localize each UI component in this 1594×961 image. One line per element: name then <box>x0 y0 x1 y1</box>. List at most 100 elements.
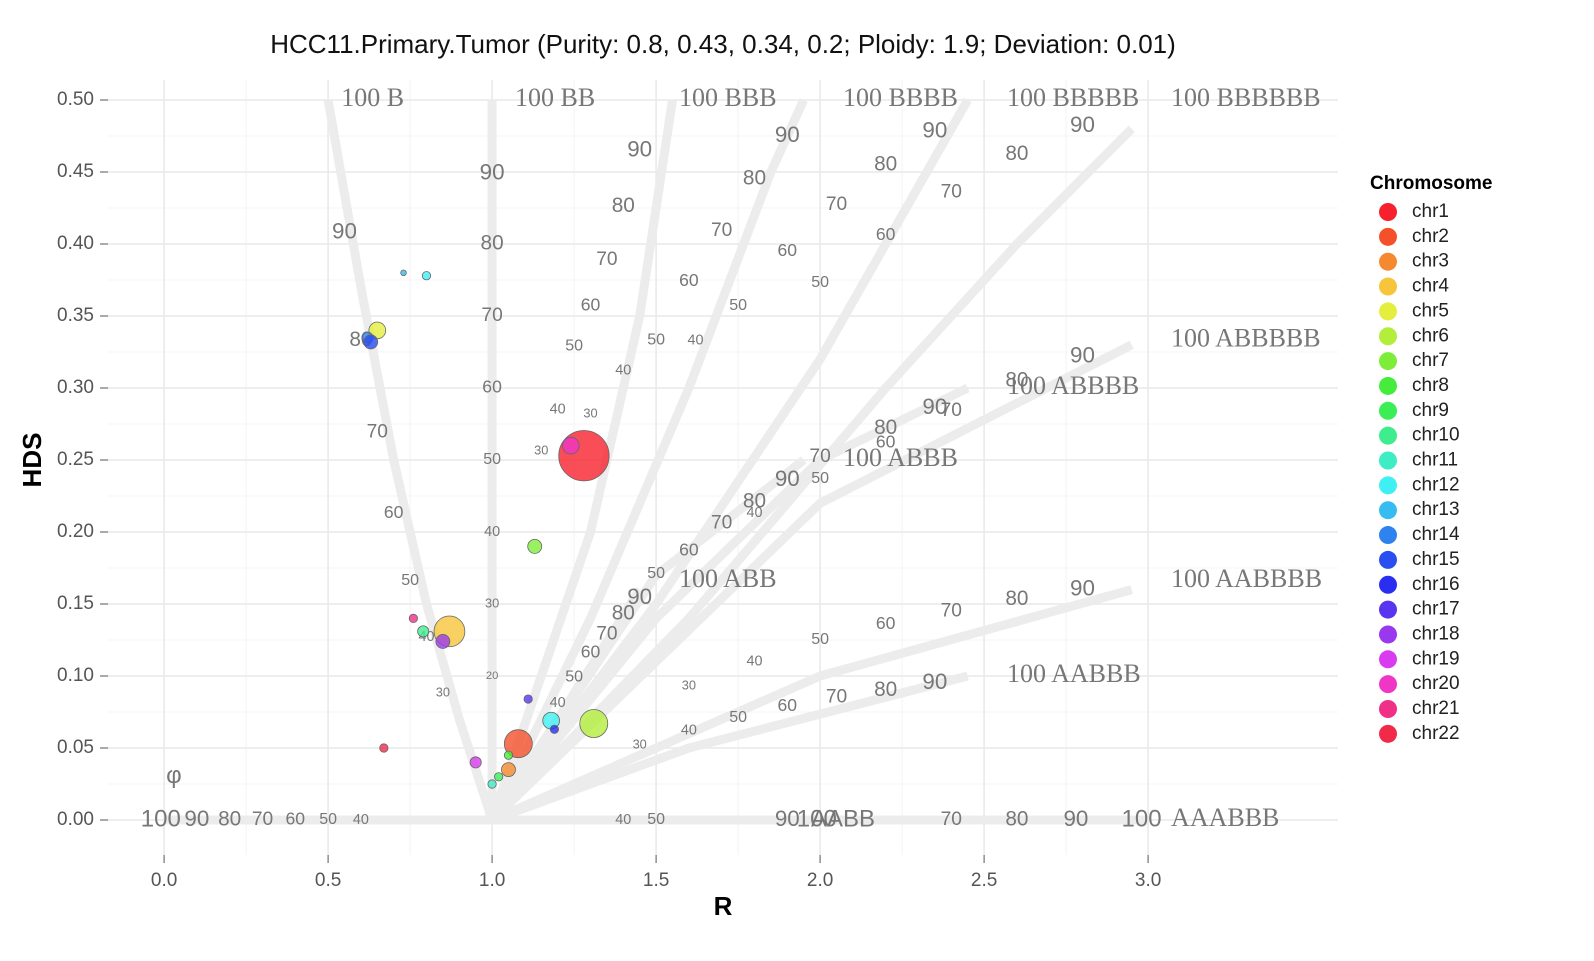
purity-label: 60 <box>384 502 404 522</box>
purity-label: 40 <box>746 505 762 521</box>
purity-label: 90 <box>332 218 357 243</box>
purity-label: 30 <box>436 685 450 700</box>
purity-label: 90 <box>1070 576 1095 601</box>
legend-swatch <box>1379 252 1397 271</box>
purity-label: 90 <box>627 584 652 609</box>
purity-label: 50 <box>401 572 419 589</box>
data-point <box>363 334 379 350</box>
purity-label: 40 <box>484 524 500 540</box>
y-tick-label: 0.25 <box>57 449 94 470</box>
purity-label: 80 <box>1005 142 1028 165</box>
purity-label: 60 <box>777 695 797 715</box>
data-point <box>562 436 580 455</box>
legend-swatch <box>1379 501 1397 520</box>
reference-curve <box>490 585 1133 825</box>
legend-label: chr19 <box>1412 648 1460 669</box>
purity-label: 70 <box>826 687 847 708</box>
curve-label: 100 ABBBB <box>1007 371 1139 400</box>
purity-label: 50 <box>565 337 583 354</box>
purity-label: 60 <box>876 224 896 244</box>
y-tick-label: 0.15 <box>57 593 94 614</box>
data-point <box>417 625 430 638</box>
purity-label: 90 <box>922 118 947 143</box>
data-point <box>408 613 418 624</box>
data-point <box>421 271 432 281</box>
purity-label: 30 <box>534 443 548 458</box>
y-tick-label: 0.45 <box>57 161 94 182</box>
purity-label: 20 <box>486 670 498 682</box>
purity-label: 30 <box>633 737 647 752</box>
purity-label: 50 <box>565 669 583 686</box>
legend-label: chr8 <box>1412 375 1449 396</box>
purity-label: 60 <box>679 539 699 559</box>
curve-label: 100 BB <box>515 83 595 112</box>
purity-label: 70 <box>596 623 617 644</box>
legend-label: chr16 <box>1412 574 1460 595</box>
purity-label: 50 <box>729 297 747 314</box>
data-point <box>400 269 407 277</box>
purity-label: 50 <box>647 811 665 828</box>
legend-swatch <box>1379 675 1397 694</box>
data-point <box>527 539 543 554</box>
purity-label: 80 <box>1005 368 1028 391</box>
purity-label: 40 <box>615 812 631 828</box>
purity-label: 50 <box>811 631 829 648</box>
purity-label: 80 <box>874 416 897 439</box>
purity-label: 70 <box>367 422 388 443</box>
purity-label: 70 <box>481 305 502 326</box>
legend-label: chr7 <box>1412 350 1449 371</box>
legend-swatch <box>1379 227 1397 246</box>
reference-curve <box>488 383 970 823</box>
purity-label: 90 <box>1070 342 1095 367</box>
legend-title: Chromosome <box>1370 173 1492 194</box>
x-tick-label: 2.5 <box>971 870 997 891</box>
purity-label: 100 <box>1122 805 1162 832</box>
legend-label: chr9 <box>1412 400 1449 421</box>
curve-label: 100 BBB <box>679 83 777 112</box>
data-point <box>558 430 610 482</box>
purity-label: 80 <box>743 489 766 512</box>
data-point <box>494 772 504 782</box>
purity-label: 90 <box>1063 806 1088 831</box>
purity-label: 80 <box>1005 808 1028 831</box>
purity-label: 90 <box>775 806 800 831</box>
purity-label: 60 <box>777 240 797 260</box>
legend-label: chr14 <box>1412 524 1460 545</box>
y-tick-label: 0.40 <box>57 233 94 254</box>
y-tick-label: 0.35 <box>57 305 94 326</box>
legend-swatch <box>1379 327 1397 346</box>
legend-swatch <box>1379 426 1397 445</box>
purity-label: 30 <box>682 677 696 692</box>
purity-label: 90 <box>1070 112 1095 137</box>
legend-swatch <box>1379 352 1397 371</box>
legend-label: chr22 <box>1412 723 1460 744</box>
legend-swatch <box>1379 476 1397 495</box>
purity-label: φ <box>166 762 182 789</box>
curve-label: 100 AABBBB <box>1171 564 1322 593</box>
legend-label: chr20 <box>1412 673 1460 694</box>
data-point <box>503 729 533 759</box>
legend-swatch <box>1379 401 1397 420</box>
purity-label: 90 <box>922 394 947 419</box>
purity-label: 70 <box>711 220 732 241</box>
x-axis-label: R <box>714 891 733 921</box>
curve-label: 100 BBBBBB <box>1171 83 1321 112</box>
legend-label: chr17 <box>1412 599 1460 620</box>
data-point <box>579 709 609 738</box>
purity-label: 70 <box>826 194 847 215</box>
legend-swatch <box>1379 724 1397 743</box>
purity-label: 90 <box>184 806 209 831</box>
curve-label: 100 AABBB <box>1007 659 1141 688</box>
legend-label: chr5 <box>1412 300 1449 321</box>
purity-label: 100 <box>797 805 837 832</box>
legend-swatch <box>1379 277 1397 296</box>
data-point <box>523 694 533 704</box>
legend-swatch <box>1379 625 1397 644</box>
purity-label: 50 <box>319 811 337 828</box>
purity-label: 40 <box>353 812 369 828</box>
curve-label: 100 BBBBB <box>1007 83 1139 112</box>
legend-label: chr21 <box>1412 698 1460 719</box>
legend-label: chr3 <box>1412 251 1449 272</box>
reference-curve <box>323 99 497 822</box>
